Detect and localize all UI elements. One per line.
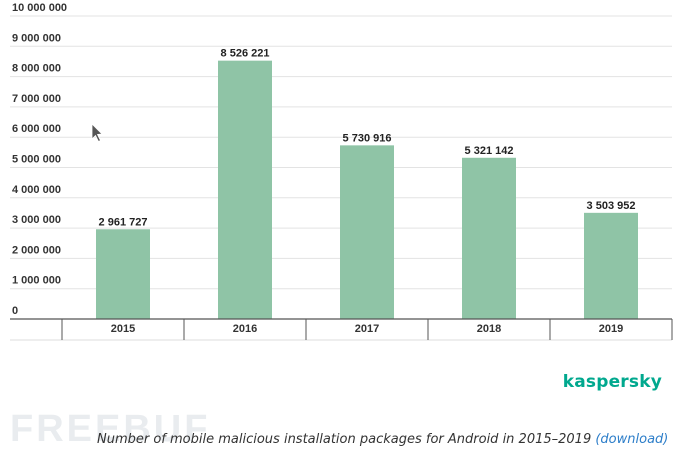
x-tick-label: 2018 (477, 323, 501, 335)
caption-text: Number of mobile malicious installation … (97, 432, 592, 447)
bar-chart: 0 1 000 000 2 000 000 3 000 000 4 000 000 5 0… (10, 2, 673, 341)
chart-caption: Number of mobile malicious installation … (97, 432, 668, 447)
bar-value-label: 5 321 142 (465, 145, 514, 157)
y-tick-label: 8 000 000 (12, 63, 61, 75)
x-axis: 2015 2016 2017 2018 2019 (10, 318, 673, 341)
bar-value-label: 2 961 727 (99, 216, 148, 228)
y-tick-label: 10 000 000 (12, 2, 67, 14)
y-tick-label: 0 (12, 305, 18, 317)
bar (218, 60, 272, 319)
mouse-cursor-icon (91, 123, 103, 143)
bar-value-labels: 2 961 727 8 526 221 5 730 916 5 321 142 3 50… (99, 48, 636, 229)
x-tick-label: 2015 (111, 323, 135, 335)
x-tick-label: 2017 (355, 323, 379, 335)
y-tick-label: 5 000 000 (12, 154, 61, 166)
bar (462, 157, 516, 319)
watermark-text: FREEBUF (10, 408, 211, 450)
bar-value-label: 5 730 916 (343, 132, 392, 144)
bar (584, 212, 638, 319)
bar-value-label: 8 526 221 (221, 48, 270, 60)
bar (340, 145, 394, 319)
y-tick-label: 2 000 000 (12, 244, 61, 256)
y-axis-tick-labels: 0 1 000 000 2 000 000 3 000 000 4 000 000 5 0… (12, 2, 67, 317)
bar-value-label: 3 503 952 (587, 200, 636, 212)
y-tick-label: 6 000 000 (12, 123, 61, 135)
y-tick-label: 4 000 000 (12, 184, 61, 196)
y-tick-label: 7 000 000 (12, 93, 61, 105)
x-tick-label: 2016 (233, 323, 257, 335)
kaspersky-logo: kaspersky (562, 372, 662, 392)
y-tick-label: 3 000 000 (12, 214, 61, 226)
bar (96, 229, 150, 319)
bars (96, 60, 638, 319)
x-tick-label: 2019 (599, 323, 623, 335)
y-tick-label: 1 000 000 (12, 275, 61, 287)
y-tick-label: 9 000 000 (12, 32, 61, 44)
download-link[interactable]: (download) (595, 432, 669, 447)
